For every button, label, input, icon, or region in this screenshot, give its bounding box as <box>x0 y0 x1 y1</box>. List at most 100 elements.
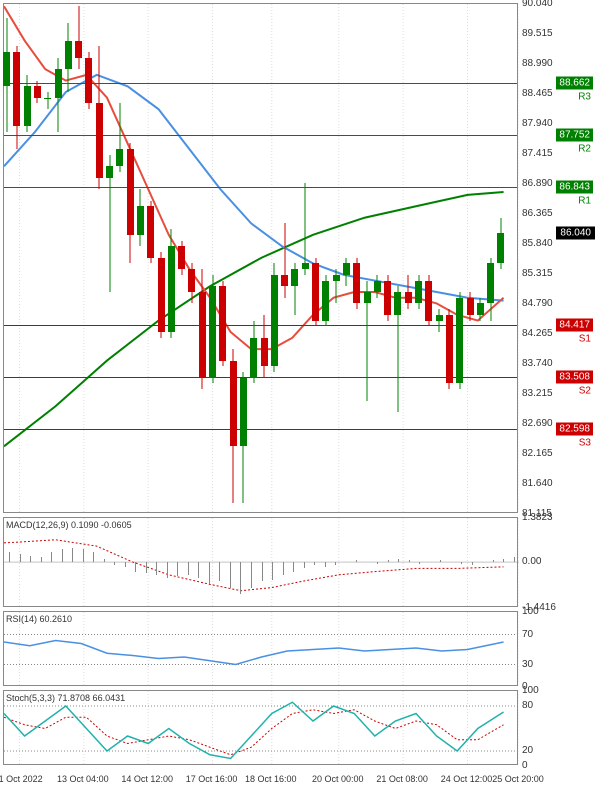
rsi-y-tick: 100 <box>522 606 539 617</box>
macd-bar <box>198 562 199 578</box>
macd-bar <box>398 559 399 562</box>
level-name-S2: S2 <box>579 386 591 397</box>
macd-bar <box>135 562 136 572</box>
level-line-S3 <box>4 429 517 430</box>
macd-bar <box>461 562 462 564</box>
level-name-R1: R1 <box>578 195 591 206</box>
macd-bar <box>356 560 357 562</box>
macd-bar <box>83 549 84 562</box>
y-tick: 85.315 <box>522 268 553 279</box>
level-value-S3: 82.598 <box>556 423 593 436</box>
macd-y-tick: 0.00 <box>522 556 541 567</box>
level-name-R3: R3 <box>578 91 591 102</box>
y-tick: 82.165 <box>522 448 553 459</box>
rsi-y-tick: 70 <box>522 629 533 640</box>
y-tick: 85.840 <box>522 238 553 249</box>
level-name-S1: S1 <box>579 334 591 345</box>
main-price-chart[interactable]: 88.662R387.752R286.843R184.417S183.508S2… <box>3 3 518 513</box>
macd-bar <box>440 560 441 562</box>
y-tick: 87.940 <box>522 118 553 129</box>
y-tick: 88.990 <box>522 58 553 69</box>
macd-bar <box>93 552 94 562</box>
x-tick: 21 Oct 08:00 <box>376 774 428 784</box>
level-name-R2: R2 <box>578 143 591 154</box>
macd-bar <box>293 562 294 572</box>
stoch-y-tick: 100 <box>522 685 539 696</box>
macd-bar <box>262 562 263 581</box>
macd-bar <box>493 560 494 562</box>
stoch-y-tick: 80 <box>522 700 533 711</box>
macd-bar <box>335 562 336 565</box>
y-tick: 88.465 <box>522 88 553 99</box>
macd-bar <box>114 562 115 565</box>
level-line-S1 <box>4 325 517 326</box>
level-line-R3 <box>4 83 517 84</box>
macd-bar <box>272 562 273 580</box>
macd-bar <box>30 556 31 562</box>
macd-bar <box>62 549 63 562</box>
rsi-y-tick: 30 <box>522 659 533 670</box>
level-value-R1: 86.843 <box>556 180 593 193</box>
level-value-S2: 83.508 <box>556 371 593 384</box>
macd-bar <box>9 552 10 562</box>
macd-bar <box>514 557 515 562</box>
level-name-S3: S3 <box>579 438 591 449</box>
rsi-label: RSI(14) 60.2610 <box>6 614 72 624</box>
macd-bar <box>125 562 126 567</box>
macd-bar <box>251 562 252 587</box>
y-tick: 82.690 <box>522 418 553 429</box>
x-tick: 11 Oct 2022 <box>0 774 43 784</box>
macd-bar <box>41 557 42 562</box>
macd-bar <box>156 562 157 575</box>
macd-bar <box>72 548 73 562</box>
x-tick: 17 Oct 16:00 <box>186 774 238 784</box>
x-tick: 14 Oct 12:00 <box>121 774 173 784</box>
level-line-R1 <box>4 187 517 188</box>
macd-bar <box>177 562 178 576</box>
rsi-svg <box>4 612 519 687</box>
macd-bar <box>419 562 420 564</box>
macd-chart[interactable]: MACD(12,26,9) 0.1090 -0.0605 <box>3 517 518 607</box>
x-tick: 20 Oct 00:00 <box>312 774 364 784</box>
macd-bar <box>104 559 105 562</box>
macd-bar <box>325 562 326 567</box>
level-line-S2 <box>4 377 517 378</box>
level-line-R2 <box>4 135 517 136</box>
y-tick: 87.415 <box>522 148 553 159</box>
macd-bar <box>230 562 231 587</box>
macd-bar <box>472 562 473 565</box>
macd-bar <box>283 562 284 575</box>
macd-bar <box>219 562 220 581</box>
macd-bar <box>304 562 305 568</box>
x-tick: 24 Oct 12:00 <box>441 774 493 784</box>
macd-bar <box>167 562 168 578</box>
main-chart-svg <box>4 4 519 514</box>
stoch-chart[interactable]: Stoch(5,3,3) 71.8708 66.0431 <box>3 690 518 765</box>
macd-y-tick: 1.3823 <box>522 512 553 523</box>
macd-bar <box>409 560 410 562</box>
macd-bar <box>20 554 21 562</box>
macd-bar <box>314 562 315 565</box>
level-value-R3: 88.662 <box>556 76 593 89</box>
rsi-chart[interactable]: RSI(14) 60.2610 <box>3 611 518 686</box>
macd-bar <box>188 562 189 575</box>
level-value-R2: 87.752 <box>556 128 593 141</box>
macd-bar <box>388 560 389 562</box>
macd-label: MACD(12,26,9) 0.1090 -0.0605 <box>6 520 132 530</box>
macd-bar <box>146 562 147 573</box>
y-tick: 86.365 <box>522 208 553 219</box>
stoch-y-tick: 0 <box>522 760 528 771</box>
x-tick: 25 Oct 20:00 <box>492 774 544 784</box>
macd-bar <box>240 562 241 594</box>
macd-bar <box>51 552 52 562</box>
x-tick: 13 Oct 04:00 <box>57 774 109 784</box>
macd-bar <box>209 562 210 584</box>
macd-bar <box>503 559 504 562</box>
y-tick: 83.740 <box>522 358 553 369</box>
y-tick: 90.040 <box>522 0 553 9</box>
macd-bar <box>377 562 378 564</box>
level-value-S1: 84.417 <box>556 319 593 332</box>
stoch-y-tick: 20 <box>522 745 533 756</box>
y-tick: 83.215 <box>522 388 553 399</box>
current-price: 86.040 <box>556 226 595 239</box>
